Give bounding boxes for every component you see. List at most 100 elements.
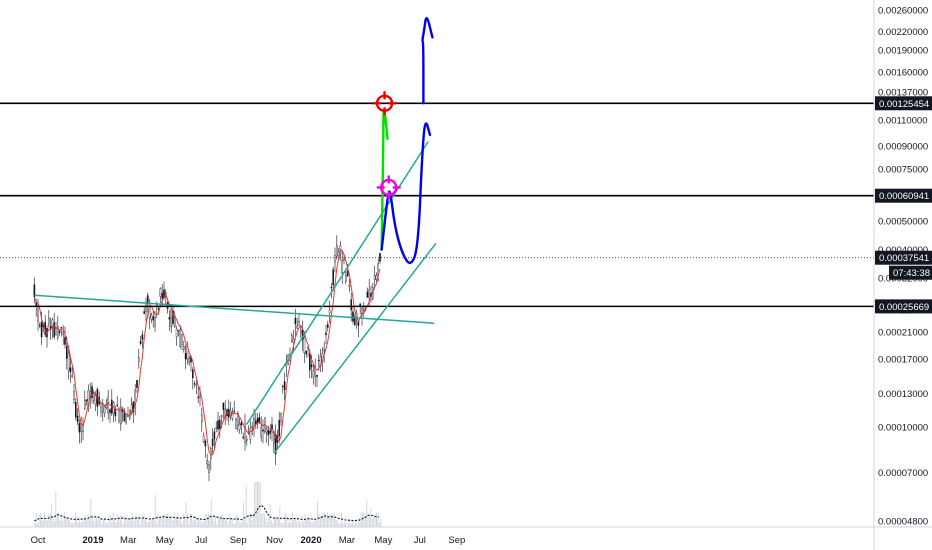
- trendline[interactable]: [274, 242, 437, 453]
- projection-path[interactable]: [421, 17, 434, 105]
- candle-body: [168, 317, 171, 320]
- volume-bar: [329, 513, 331, 527]
- volume-bar: [304, 513, 306, 527]
- volume-bar: [317, 501, 319, 527]
- candle-body: [220, 415, 223, 417]
- volume-bar: [150, 520, 152, 527]
- volume-bar: [338, 523, 340, 527]
- target-marker-icon[interactable]: [372, 91, 397, 116]
- candle-body: [83, 400, 86, 409]
- candle-body: [85, 399, 88, 401]
- trendline[interactable]: [34, 294, 435, 324]
- volume-bar: [324, 512, 326, 527]
- volume-bar: [49, 513, 51, 527]
- volume-bar: [313, 523, 314, 527]
- candle-body: [319, 356, 322, 367]
- candle-body: [375, 275, 378, 280]
- volume-bar: [212, 516, 214, 527]
- volume-bar: [182, 513, 184, 527]
- candle-body: [251, 426, 254, 428]
- projection-path[interactable]: [380, 122, 432, 265]
- volume-bar: [224, 520, 226, 527]
- volume-bar: [233, 523, 235, 527]
- candle-body: [336, 244, 338, 257]
- candle-body: [136, 380, 138, 388]
- volume-bar: [315, 521, 317, 527]
- candle-body: [141, 334, 144, 340]
- volume-bar: [42, 520, 44, 527]
- volume-bar: [219, 519, 221, 527]
- candle-body: [191, 369, 194, 379]
- volume-bar: [48, 513, 50, 527]
- volume-bar: [80, 522, 82, 527]
- volume-bar: [56, 512, 58, 527]
- volume-bar: [166, 513, 167, 527]
- candle-body: [258, 417, 261, 423]
- candle-body: [345, 275, 347, 282]
- volume-bar: [377, 513, 379, 527]
- volume-bar: [201, 522, 202, 527]
- target-marker-icon[interactable]: [376, 175, 401, 200]
- x-tick-label: Sep: [448, 535, 465, 546]
- volume-bar: [124, 516, 125, 527]
- volume-bar: [72, 523, 74, 527]
- volume-bar: [346, 522, 348, 527]
- volume-bar: [314, 519, 316, 527]
- volume-bar: [370, 507, 372, 527]
- candle-body: [105, 404, 108, 408]
- volume-bar: [87, 513, 89, 527]
- volume-bar: [348, 523, 349, 527]
- candle-body: [222, 402, 225, 410]
- candle-body: [206, 459, 209, 465]
- trendline[interactable]: [245, 141, 429, 425]
- volume-bar: [352, 519, 354, 527]
- candle-body: [118, 410, 120, 422]
- volume-bar: [299, 521, 300, 527]
- volume-bar: [287, 522, 289, 527]
- candle-body: [238, 424, 241, 431]
- candle-body: [245, 438, 248, 441]
- volume-bar: [112, 512, 114, 527]
- x-tick-label: Sep: [230, 535, 247, 546]
- volume-bar: [306, 519, 307, 527]
- volume-bar: [245, 485, 247, 527]
- volume-bar: [110, 515, 111, 527]
- volume-bar: [104, 518, 106, 527]
- candle-body: [292, 338, 295, 343]
- volume-bar: [234, 523, 236, 527]
- candle-body: [64, 337, 66, 345]
- candle-body: [310, 364, 313, 368]
- volume-bar: [114, 519, 116, 527]
- volume-bar: [202, 521, 204, 527]
- x-tick-label: Mar: [339, 535, 355, 546]
- volume-bar: [328, 517, 330, 527]
- volume-bar: [203, 521, 205, 527]
- volume-bar: [213, 521, 215, 527]
- volume-bar: [331, 515, 333, 527]
- candle-body: [217, 420, 219, 430]
- volume-bar: [149, 521, 151, 527]
- volume-bar: [311, 521, 313, 527]
- volume-bar: [122, 523, 124, 527]
- candle-body: [175, 328, 178, 338]
- x-tick-label: Jul: [414, 535, 426, 546]
- candle-body: [200, 414, 203, 423]
- candle-body: [173, 315, 176, 328]
- volume-bar: [163, 514, 165, 527]
- candle-body: [60, 327, 63, 329]
- volume-bar: [229, 513, 230, 527]
- volume-bar: [37, 523, 39, 527]
- volume-bar: [371, 518, 373, 527]
- volume-bar: [205, 513, 207, 527]
- volume-bar: [353, 523, 355, 527]
- volume-bar: [318, 513, 320, 527]
- volume-bar: [133, 521, 135, 527]
- volume-bar: [216, 523, 218, 527]
- y-tick-label: 0.00220000: [878, 27, 928, 38]
- y-tick-label: 0.00050000: [878, 217, 928, 228]
- candle-body: [100, 406, 102, 412]
- volume-bar: [84, 515, 86, 527]
- candle-body: [366, 291, 369, 298]
